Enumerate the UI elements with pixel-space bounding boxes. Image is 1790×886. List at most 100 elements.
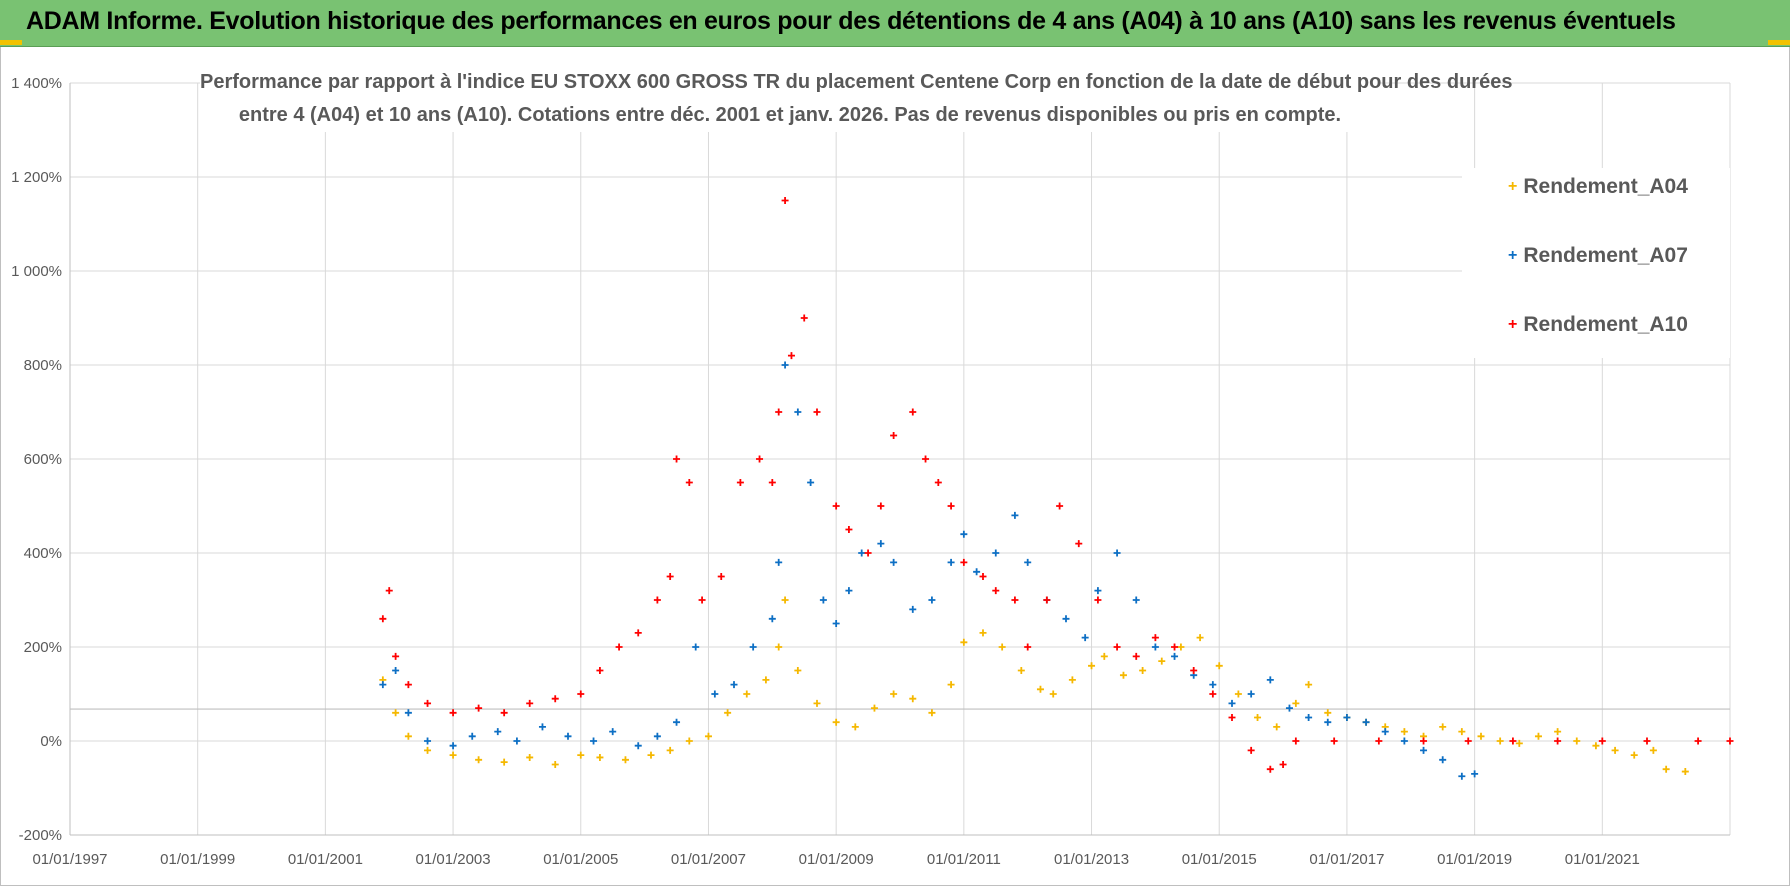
data-point-marker	[794, 667, 802, 674]
data-point-marker	[1362, 718, 1370, 726]
data-point-marker	[992, 587, 1000, 595]
data-point-marker	[890, 558, 898, 566]
data-point-marker	[909, 408, 917, 416]
data-point-marker	[1273, 723, 1281, 731]
data-point-marker	[1011, 596, 1019, 604]
data-point-marker	[1151, 643, 1159, 651]
x-tick-label: 01/01/2019	[1437, 851, 1512, 868]
data-point-marker	[1190, 667, 1198, 674]
data-point-marker	[1132, 652, 1140, 660]
data-point-marker	[1643, 737, 1651, 745]
data-point-marker	[832, 718, 840, 726]
data-point-marker	[947, 502, 955, 510]
data-point-marker	[449, 751, 457, 759]
data-point-marker	[922, 455, 930, 463]
data-point-marker	[845, 587, 853, 595]
data-point-marker	[673, 455, 681, 463]
data-point-marker	[404, 709, 412, 717]
data-point-marker	[666, 573, 674, 580]
data-point-marker	[404, 681, 412, 689]
data-point-marker	[1305, 681, 1313, 689]
data-point-marker	[564, 732, 572, 740]
data-point-marker	[1630, 751, 1638, 759]
data-point-marker	[1068, 676, 1076, 684]
y-tick-label: 0%	[40, 733, 62, 750]
x-tick-label: 01/01/2005	[543, 851, 618, 868]
x-tick-label: 01/01/2003	[416, 851, 491, 868]
data-point-marker	[1400, 728, 1408, 736]
data-point-marker	[685, 737, 693, 745]
data-point-marker	[832, 620, 840, 627]
data-point-marker	[1075, 540, 1083, 548]
data-point-marker	[500, 709, 508, 717]
data-point-marker	[526, 753, 534, 761]
data-point-marker	[813, 699, 821, 707]
data-point-marker	[704, 732, 712, 740]
legend-label-a04: Rendement_A04	[1523, 175, 1688, 198]
data-point-marker	[768, 479, 776, 486]
plus-marker-icon: +	[1508, 316, 1518, 333]
data-point-marker	[1592, 742, 1600, 750]
x-tick-label: 01/01/2021	[1565, 851, 1640, 868]
data-point-marker	[590, 737, 598, 745]
data-point-marker	[1017, 667, 1025, 674]
x-tick-label: 01/01/2001	[288, 851, 363, 868]
data-point-marker	[870, 704, 878, 712]
data-point-marker	[845, 526, 853, 533]
data-point-marker	[736, 479, 744, 486]
data-point-marker	[1215, 662, 1223, 670]
data-point-marker	[960, 558, 968, 566]
x-tick-label: 01/01/1997	[32, 851, 107, 868]
data-point-marker	[934, 479, 942, 486]
data-point-marker	[858, 549, 866, 557]
data-point-marker	[1554, 737, 1562, 745]
data-point-marker	[998, 643, 1006, 651]
data-point-marker	[1458, 772, 1466, 780]
data-point-marker	[1100, 652, 1108, 660]
data-point-marker	[960, 638, 968, 646]
data-point-marker	[781, 197, 789, 204]
legend-label-a10: Rendement_A10	[1523, 313, 1688, 336]
data-point-marker	[1662, 765, 1670, 773]
data-point-marker	[1471, 770, 1479, 778]
data-point-marker	[877, 502, 885, 510]
data-point-marker	[1056, 502, 1064, 510]
data-point-marker	[1209, 690, 1217, 698]
data-point-marker	[775, 408, 783, 416]
data-point-marker	[1573, 737, 1581, 745]
y-tick-label: 600%	[24, 451, 62, 468]
data-point-marker	[634, 742, 642, 750]
data-point-marker	[1400, 737, 1408, 745]
series-rendement_a04	[379, 596, 1689, 776]
data-point-marker	[749, 643, 757, 651]
data-point-marker	[685, 479, 693, 486]
data-point-marker	[1234, 690, 1242, 698]
data-point-marker	[424, 699, 432, 707]
data-point-marker	[1439, 723, 1447, 731]
data-point-marker	[743, 690, 751, 698]
data-point-marker	[449, 742, 457, 750]
data-point-marker	[832, 502, 840, 510]
data-point-marker	[449, 709, 457, 717]
series-rendement_a10	[379, 197, 1734, 773]
data-point-marker	[800, 314, 808, 322]
data-point-marker	[424, 737, 432, 745]
data-point-marker	[1196, 634, 1204, 642]
data-point-marker	[577, 751, 585, 759]
data-point-marker	[1132, 596, 1140, 604]
data-point-marker	[717, 573, 725, 580]
data-point-marker	[762, 676, 770, 684]
data-point-marker	[1381, 728, 1389, 736]
data-point-marker	[1254, 714, 1262, 721]
title-bar: ADAM Informe. Evolution historique des p…	[0, 0, 1790, 47]
data-point-marker	[1113, 549, 1121, 557]
data-point-marker	[1094, 587, 1102, 595]
data-point-marker	[890, 432, 898, 439]
data-point-marker	[781, 361, 789, 369]
data-point-marker	[1681, 768, 1689, 776]
y-tick-label: 1 000%	[11, 263, 62, 280]
data-point-marker	[392, 667, 400, 674]
data-point-marker	[1464, 737, 1472, 745]
data-point-marker	[909, 605, 917, 613]
data-point-marker	[1177, 643, 1185, 651]
